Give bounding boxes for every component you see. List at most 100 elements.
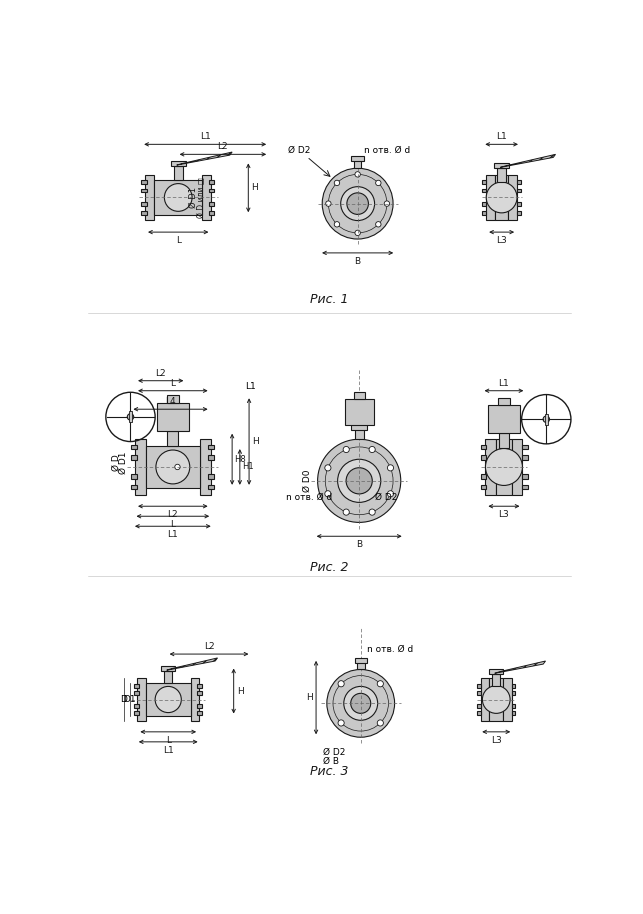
Circle shape [325, 491, 331, 497]
Bar [209, 211, 214, 215]
Bar [208, 473, 214, 479]
Text: L1: L1 [245, 382, 256, 390]
Bar [145, 175, 154, 219]
Bar [522, 444, 528, 450]
Bar [208, 455, 214, 460]
Bar [135, 440, 146, 494]
Bar [164, 671, 172, 683]
Bar [485, 440, 496, 494]
Circle shape [334, 180, 340, 186]
Circle shape [326, 201, 331, 207]
Bar [477, 691, 481, 696]
Bar [488, 406, 520, 433]
Bar [477, 704, 481, 707]
Bar [167, 396, 179, 403]
Text: Ø D0: Ø D0 [302, 470, 311, 492]
Text: H: H [251, 184, 258, 192]
Circle shape [486, 182, 517, 213]
Bar [134, 711, 139, 716]
Bar [208, 484, 214, 489]
Text: L1: L1 [200, 133, 210, 142]
Polygon shape [167, 658, 217, 670]
Bar [197, 711, 202, 716]
Bar [517, 211, 521, 215]
Bar [512, 440, 522, 494]
Text: H8: H8 [235, 455, 246, 463]
Circle shape [127, 414, 134, 420]
Bar [197, 704, 202, 707]
Bar [131, 444, 138, 450]
Bar [352, 156, 364, 161]
Circle shape [376, 221, 381, 227]
Bar [512, 691, 516, 696]
Circle shape [369, 509, 376, 515]
Bar [197, 684, 202, 687]
Circle shape [165, 184, 192, 211]
Text: L3: L3 [496, 236, 507, 245]
Bar [517, 188, 521, 193]
Bar [481, 455, 486, 460]
Bar [146, 683, 190, 717]
Bar [354, 429, 364, 440]
Text: Ø D или □: Ø D или □ [197, 177, 206, 218]
Text: Ø D2: Ø D2 [375, 494, 397, 503]
Bar [545, 414, 548, 425]
Bar [498, 398, 510, 406]
Text: H: H [252, 437, 259, 446]
Circle shape [338, 720, 344, 726]
Text: H1: H1 [242, 462, 254, 472]
Bar [357, 661, 365, 669]
Bar [134, 691, 139, 696]
Circle shape [355, 172, 360, 177]
Bar [481, 473, 486, 479]
Bar [517, 203, 521, 207]
Text: L1: L1 [163, 746, 174, 755]
Bar [517, 180, 521, 184]
Text: L2: L2 [217, 143, 228, 151]
Polygon shape [494, 661, 545, 674]
Circle shape [338, 681, 344, 686]
Circle shape [355, 230, 360, 236]
Text: L3: L3 [498, 510, 509, 519]
Bar [481, 484, 486, 489]
Text: L2: L2 [168, 510, 178, 519]
Text: Ø D1: Ø D1 [189, 187, 198, 208]
Text: L: L [166, 736, 171, 745]
Bar [141, 188, 147, 193]
Bar [522, 484, 528, 489]
Circle shape [369, 446, 376, 452]
Bar [354, 658, 367, 663]
Bar [496, 175, 508, 219]
Bar [190, 678, 199, 721]
Bar [167, 430, 178, 446]
Bar [154, 180, 202, 215]
Bar [477, 711, 481, 716]
Bar [503, 678, 512, 721]
Circle shape [334, 221, 340, 227]
Text: L: L [176, 236, 181, 245]
Text: L2: L2 [156, 368, 166, 377]
Circle shape [341, 186, 375, 220]
Polygon shape [177, 152, 232, 165]
Bar [496, 440, 512, 494]
Bar [146, 446, 200, 488]
Circle shape [485, 449, 522, 485]
Bar [141, 211, 147, 215]
Circle shape [347, 193, 368, 215]
Text: n отв. Ø d: n отв. Ø d [367, 645, 413, 654]
Polygon shape [500, 154, 556, 167]
Bar [174, 165, 183, 180]
Circle shape [376, 180, 381, 186]
Bar [512, 711, 516, 716]
Bar [141, 203, 147, 207]
Text: Рис. 3: Рис. 3 [310, 765, 349, 778]
Text: B: B [354, 257, 361, 266]
Text: Ø B: Ø B [323, 758, 339, 766]
Bar [522, 473, 528, 479]
Bar [131, 484, 138, 489]
Bar [134, 704, 139, 707]
Bar [131, 473, 138, 479]
Bar [482, 203, 486, 207]
Text: D: D [120, 695, 127, 704]
Bar [508, 175, 517, 219]
